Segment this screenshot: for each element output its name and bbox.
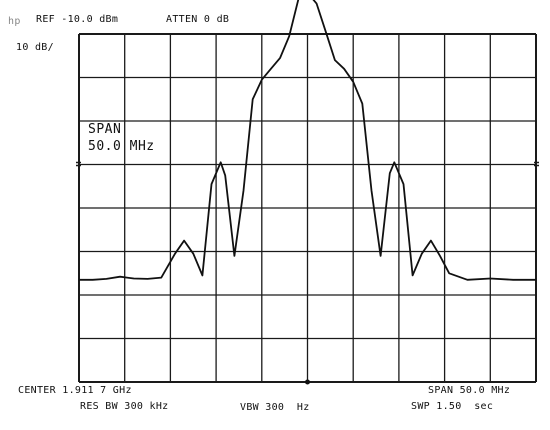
spectrum-trace bbox=[79, 0, 536, 281]
sweep-time: SWP 1.50 sec bbox=[411, 401, 494, 412]
center-frequency: CENTER 1.911 7 GHz bbox=[18, 385, 132, 396]
attenuation: ATTEN 0 dB bbox=[166, 14, 230, 25]
graticule bbox=[78, 33, 537, 383]
resolution-bandwidth: RES BW 300 kHz bbox=[80, 401, 169, 412]
scale-per-div: 10 dB/ bbox=[16, 42, 54, 53]
video-bandwidth: VBW 300 Hz bbox=[240, 402, 310, 413]
hp-logo: hp bbox=[8, 16, 21, 27]
span-annotation-label: SPAN bbox=[88, 122, 122, 137]
span-setting: SPAN 50.0 MHz bbox=[428, 385, 511, 396]
center-frequency-marker bbox=[305, 379, 310, 385]
span-annotation-value: 50.0 MHz bbox=[88, 139, 155, 154]
edge-marks bbox=[76, 161, 539, 385]
ref-level: REF -10.0 dBm bbox=[36, 14, 119, 25]
trace-layer bbox=[79, 0, 536, 281]
